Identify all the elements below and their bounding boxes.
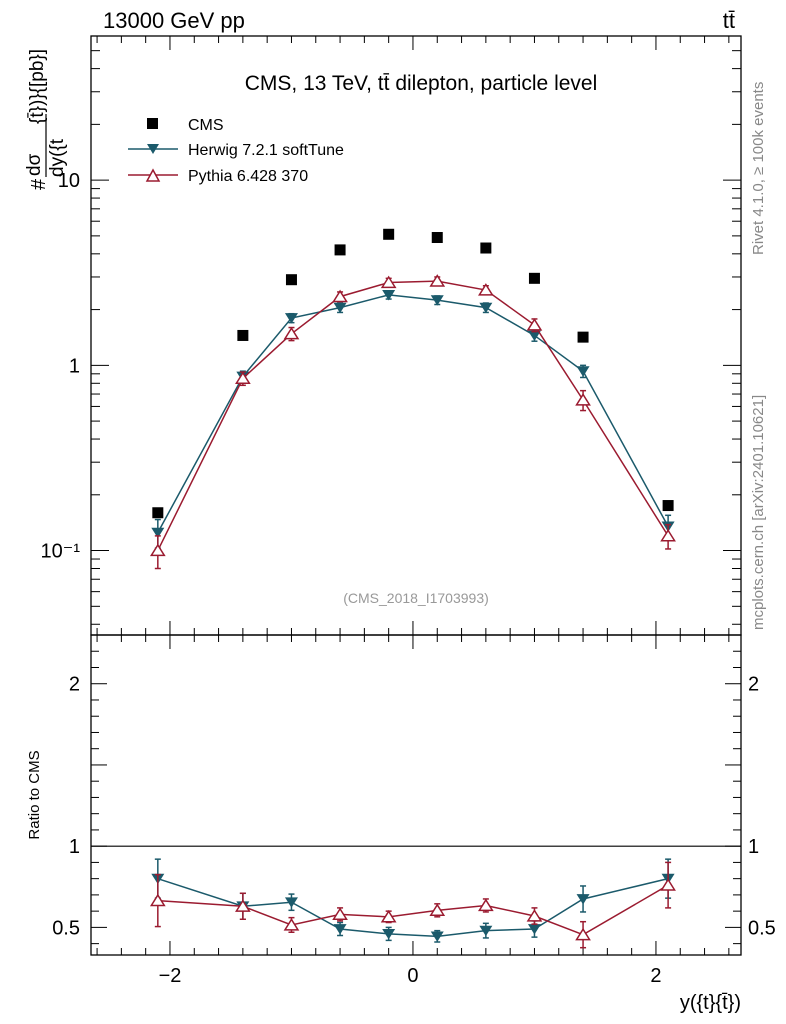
pythia-main-point	[380, 275, 397, 289]
herwig-main-point	[333, 302, 347, 314]
cms-main-point	[480, 242, 492, 254]
ratio-tick-label-left: 0.5	[52, 917, 80, 939]
herwig-ratio-point	[576, 894, 590, 905]
pythia-ratio-point	[332, 907, 348, 921]
pythia-ratio-point	[526, 909, 543, 922]
herwig-main-point	[430, 295, 444, 306]
cms-main-point	[528, 272, 540, 284]
pythia-main-line	[157, 280, 669, 551]
legend-herwig-marker	[147, 144, 159, 154]
cms-main-point	[577, 331, 589, 343]
pythia-main-point	[660, 528, 676, 542]
pythia-ratio-point	[283, 918, 300, 931]
cms-main-point	[662, 500, 674, 512]
x-tick-label: 2	[650, 965, 661, 987]
herwig-ratio-line	[157, 877, 669, 938]
pythia-ratio-line	[157, 884, 669, 936]
herwig-ratio-point	[333, 924, 347, 935]
pythia-main-point	[235, 371, 251, 385]
pythia-main-point	[283, 326, 300, 340]
source-label: mcplots.cern.ch [arXiv:2401.10621]	[750, 395, 767, 630]
cms-main-point	[334, 244, 346, 256]
pythia-ratio-point	[478, 898, 494, 912]
energy-label: 13000 GeV pp	[103, 8, 245, 33]
pythia-main-point	[429, 274, 446, 287]
herwig-ratio-point	[527, 924, 541, 935]
legend-cms-marker	[147, 118, 158, 129]
y-tick-label: 10⁻¹	[41, 541, 81, 563]
rivet-label: Rivet 4.1.0, ≥ 100k events	[750, 82, 767, 255]
ratio-y-label: Ratio to CMS	[26, 750, 43, 839]
y-axis-label: # dσ dy({t {t̄})}{[pb}]	[24, 49, 68, 190]
cms-main-point	[431, 232, 443, 244]
ratio-panel-frame	[90, 634, 742, 956]
ratio-tick-label-right: 0.5	[748, 917, 776, 939]
y-tick-label: 1	[69, 355, 80, 377]
legend-herwig-label: Herwig 7.2.1 softTune	[188, 142, 344, 159]
process-label: tt̄	[723, 8, 735, 33]
cms-main-point	[152, 507, 164, 519]
pythia-ratio-point	[575, 927, 591, 941]
pythia-main-point	[526, 318, 543, 331]
chart-title: CMS, 13 TeV, tt̄ dilepton, particle leve…	[245, 72, 598, 95]
legend-pythia-label: Pythia 6.428 370	[188, 168, 308, 185]
pythia-main-point	[149, 543, 166, 557]
herwig-ratio-point	[382, 929, 396, 940]
y-label-prefix: #	[28, 178, 50, 190]
pythia-ratio-point	[660, 878, 676, 891]
ratio-tick-label-right: 2	[748, 674, 759, 696]
legend-cms-label: CMS	[188, 117, 224, 134]
legend-pythia-marker	[145, 168, 161, 182]
y-label-rest: {t̄})}{[pb}]	[27, 49, 48, 124]
x-axis-label: y({t}{t̄})	[680, 992, 741, 1014]
herwig-main-point	[151, 527, 165, 539]
legend: CMS Herwig 7.2.1 softTune Pythia 6.428 3…	[128, 117, 344, 185]
herwig-main-line	[157, 294, 669, 533]
y-label-numerator: dσ	[24, 153, 45, 176]
herwig-main-point	[382, 290, 396, 301]
series-layer	[149, 228, 676, 949]
y-tick-label: 10	[58, 170, 80, 192]
pythia-main-point	[478, 283, 494, 296]
x-tick-label: −2	[159, 965, 182, 987]
cms-main-point	[285, 274, 297, 286]
herwig-ratio-point	[430, 931, 444, 942]
x-tick-label: 0	[407, 965, 418, 987]
y-label-denominator: dy({t	[47, 138, 68, 177]
pythia-ratio-point	[429, 903, 446, 916]
herwig-main-point	[479, 302, 493, 314]
ratio-tick-label-left: 1	[69, 836, 80, 858]
ratio-tick-label-right: 1	[748, 836, 759, 858]
pythia-ratio-point	[149, 893, 166, 907]
axis-ticks: −2 0 2 10⁻¹ 1 10 0.5 0.5 1 1 2 2	[41, 35, 776, 987]
cms-main-point	[383, 228, 395, 240]
ratio-tick-label-left: 2	[69, 674, 80, 696]
pythia-main-point	[332, 289, 348, 303]
pythia-ratio-point	[235, 899, 251, 912]
cms-main-point	[237, 329, 249, 341]
herwig-ratio-point	[479, 925, 493, 937]
pythia-ratio-point	[380, 909, 397, 923]
analysis-tag: (CMS_2018_I1703993)	[343, 590, 489, 606]
herwig-main-point	[284, 313, 298, 324]
herwig-main-point	[576, 366, 590, 377]
herwig-ratio-point	[284, 897, 298, 908]
herwig-main-point	[527, 330, 541, 341]
pythia-main-point	[575, 393, 591, 406]
